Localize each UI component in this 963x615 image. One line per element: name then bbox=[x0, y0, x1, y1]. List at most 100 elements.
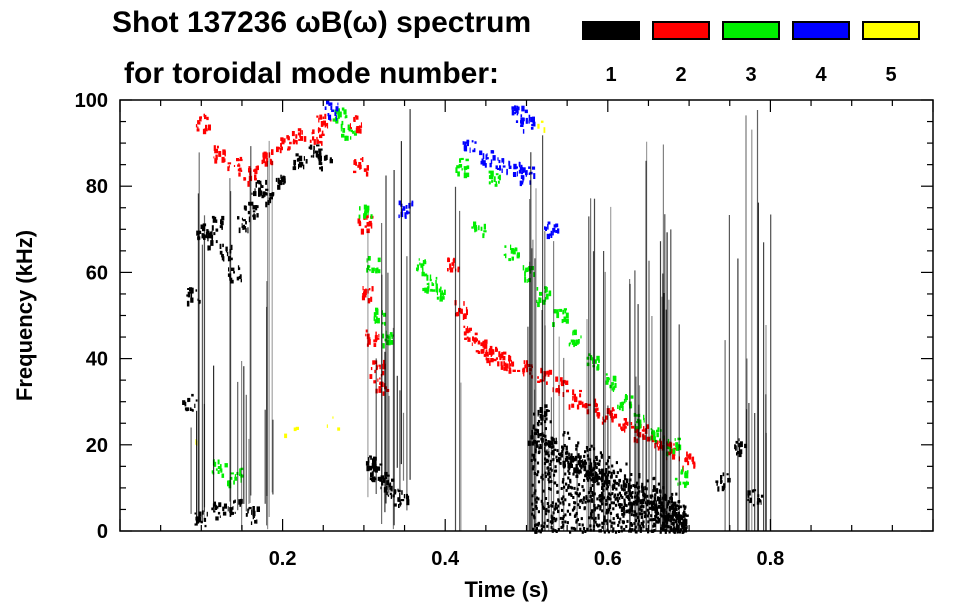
data-point-n2-1 bbox=[215, 154, 218, 160]
n1-band-cell bbox=[629, 478, 632, 482]
n1-band-cell bbox=[599, 451, 602, 455]
data-point-n3-14 bbox=[538, 297, 542, 303]
n1-band-cell bbox=[672, 501, 675, 505]
data-point-n1-16 bbox=[222, 511, 227, 516]
n1-band-cell bbox=[631, 528, 634, 532]
data-point-n1-3 bbox=[209, 232, 211, 236]
n1-band-cell bbox=[607, 508, 610, 512]
data-point-n3-1 bbox=[340, 128, 342, 132]
data-point-n2-4 bbox=[268, 152, 271, 158]
data-point-n4-0 bbox=[330, 106, 333, 110]
data-point-n4-1 bbox=[398, 214, 400, 219]
n1-band-cell bbox=[655, 512, 658, 516]
data-point-n4-0 bbox=[331, 109, 335, 112]
data-point-n3-5 bbox=[391, 336, 393, 339]
data-point-n2-15 bbox=[378, 386, 382, 389]
n1-band-cell bbox=[547, 459, 550, 463]
data-point-n2-29 bbox=[609, 410, 613, 416]
data-point-n3-22 bbox=[666, 446, 670, 450]
data-point-n2-6 bbox=[299, 133, 301, 138]
data-point-n2-21 bbox=[499, 357, 502, 361]
n1-band-cell bbox=[591, 491, 594, 494]
streak bbox=[399, 390, 401, 493]
y-tick-label: 0 bbox=[97, 521, 108, 543]
data-point-n3-14 bbox=[536, 299, 538, 303]
n1-band-cell bbox=[562, 523, 565, 527]
data-point-n3-22 bbox=[674, 438, 676, 441]
n1-band-cell bbox=[587, 457, 590, 461]
data-point-n2-11 bbox=[366, 228, 370, 234]
n1-band-cell bbox=[581, 501, 584, 505]
y-tick-label: 100 bbox=[75, 90, 108, 112]
n1-band-cell bbox=[621, 506, 624, 510]
data-point-n2-0 bbox=[197, 126, 199, 131]
data-point-n1-39 bbox=[722, 472, 725, 477]
data-point-n1-25 bbox=[545, 409, 549, 413]
data-point-n4-7 bbox=[517, 106, 520, 111]
data-point-n4-5 bbox=[518, 169, 522, 174]
data-point-n1-28 bbox=[570, 460, 575, 463]
data-point-n3-11 bbox=[493, 176, 496, 182]
data-point-n3-12 bbox=[511, 248, 514, 253]
data-point-n2-18 bbox=[463, 331, 467, 336]
streak bbox=[604, 271, 606, 531]
n1-band-cell bbox=[530, 459, 533, 462]
n1-band-cell bbox=[676, 514, 679, 518]
n1-band-cell bbox=[606, 459, 610, 463]
data-point-n4-2 bbox=[469, 147, 471, 153]
data-point-n2-19 bbox=[481, 348, 485, 354]
n1-band-cell bbox=[611, 487, 615, 491]
data-point-n4-9 bbox=[547, 221, 551, 225]
data-point-n2-18 bbox=[466, 326, 469, 329]
data-point-n1-39 bbox=[720, 475, 723, 480]
n1-band-cell bbox=[537, 497, 540, 501]
data-point-n4-3 bbox=[492, 155, 496, 161]
n1-band-cell bbox=[532, 455, 536, 459]
data-point-n4-9 bbox=[549, 233, 552, 236]
n1-band-cell bbox=[629, 502, 632, 506]
data-point-n2-7 bbox=[313, 139, 316, 145]
n1-band-cell bbox=[596, 462, 599, 466]
data-point-n1-20 bbox=[374, 477, 377, 481]
data-point-n3-25 bbox=[233, 480, 235, 485]
data-point-n1-8 bbox=[252, 210, 256, 213]
n1-band-cell bbox=[533, 472, 536, 475]
data-point-n3-2 bbox=[367, 210, 369, 215]
n1-band-cell bbox=[599, 507, 602, 511]
data-point-n1-21 bbox=[382, 477, 386, 483]
n1-band-cell bbox=[623, 500, 626, 504]
data-point-n2-33 bbox=[670, 448, 674, 454]
streak bbox=[724, 340, 726, 531]
data-point-n3-1 bbox=[344, 135, 346, 141]
n1-band-cell bbox=[652, 524, 655, 528]
n1-band-cell bbox=[607, 497, 610, 501]
data-point-n1-18 bbox=[250, 521, 253, 525]
n1-band-cell bbox=[600, 502, 603, 506]
n1-band-cell bbox=[537, 470, 540, 474]
data-point-n2-12 bbox=[368, 288, 371, 291]
data-point-n3-16 bbox=[573, 339, 576, 343]
n1-band-cell bbox=[587, 474, 590, 477]
data-point-n1-27 bbox=[560, 456, 562, 461]
data-point-n3-7 bbox=[430, 288, 433, 292]
data-point-n2-8 bbox=[326, 123, 328, 127]
data-point-n1-16 bbox=[216, 506, 219, 509]
data-point-n1-17 bbox=[233, 500, 235, 504]
data-point-n3-3 bbox=[377, 257, 381, 263]
data-point-n1-10 bbox=[271, 192, 275, 196]
data-point-n2-25 bbox=[537, 376, 539, 379]
data-point-n1-34 bbox=[617, 482, 620, 487]
n1-band-cell bbox=[655, 519, 658, 523]
data-point-n4-4 bbox=[496, 167, 500, 170]
n1-band-cell bbox=[640, 500, 643, 504]
n1-band-cell bbox=[598, 462, 601, 466]
n1-band-cell bbox=[604, 519, 608, 523]
data-point-n3-19 bbox=[623, 398, 626, 404]
data-point-n1-21 bbox=[390, 485, 393, 492]
streak bbox=[266, 281, 268, 496]
n1-band-cell bbox=[636, 516, 639, 520]
n1-band-cell bbox=[596, 482, 599, 486]
n1-band-cell bbox=[553, 469, 557, 473]
data-point-n4-1 bbox=[404, 215, 407, 219]
data-point-n3-25 bbox=[230, 472, 234, 475]
